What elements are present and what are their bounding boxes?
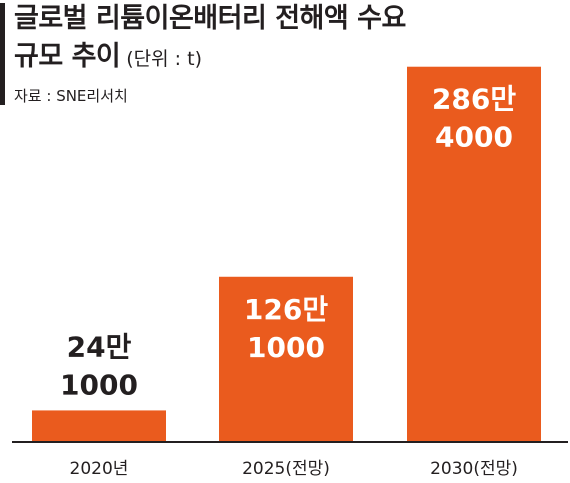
- unit-label: (단위 : t): [126, 48, 202, 70]
- title-accent-bar: [0, 3, 5, 105]
- data-label-2-line-1: 126만: [244, 293, 328, 326]
- source-label: 자료 : SNE리서치: [14, 87, 128, 105]
- data-label-1-line-1: 24만: [67, 330, 132, 363]
- data-label-1-line-2: 1000: [60, 368, 138, 401]
- category-label-2: 2025(전망): [242, 459, 330, 479]
- chart-title-line2-wrap: 규모 추이 (단위 : t): [14, 38, 406, 78]
- category-label-1: 2020년: [70, 459, 129, 479]
- chart-title: 글로벌 리튬이온배터리 전해액 수요 규모 추이 (단위 : t): [14, 0, 406, 78]
- data-label-2-line-2: 1000: [247, 331, 325, 364]
- chart-title-line1: 글로벌 리튬이온배터리 전해액 수요: [14, 3, 406, 34]
- bar-2: [219, 276, 353, 442]
- chart-title-line2: 규모 추이: [14, 41, 121, 72]
- category-label-3: 2030(전망): [430, 459, 518, 479]
- data-label-3-line-2: 4000: [435, 121, 513, 154]
- bar-1: [32, 410, 166, 442]
- data-label-3-line-1: 286만: [432, 83, 516, 116]
- bar-3: [407, 66, 541, 443]
